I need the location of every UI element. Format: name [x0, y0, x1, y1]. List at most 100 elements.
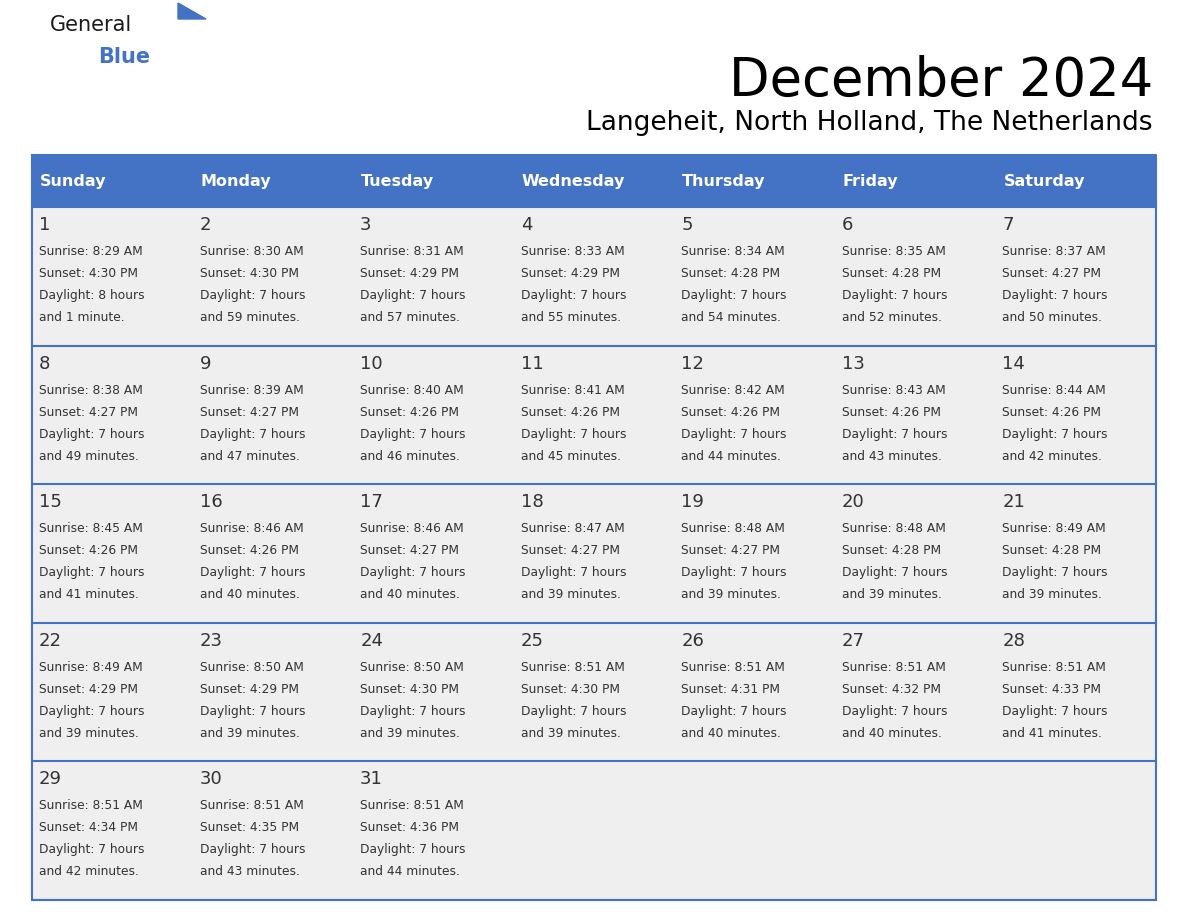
- Text: Sunset: 4:31 PM: Sunset: 4:31 PM: [681, 683, 781, 696]
- Bar: [353, 484, 513, 622]
- Text: Sunset: 4:27 PM: Sunset: 4:27 PM: [39, 406, 138, 419]
- Text: Sunset: 4:27 PM: Sunset: 4:27 PM: [520, 544, 620, 557]
- Text: Sunrise: 8:44 AM: Sunrise: 8:44 AM: [1003, 384, 1106, 397]
- Text: 25: 25: [520, 632, 544, 650]
- Bar: [996, 155, 1156, 207]
- Text: 4: 4: [520, 216, 532, 234]
- Text: Sunrise: 8:33 AM: Sunrise: 8:33 AM: [520, 245, 625, 258]
- Text: Sunrise: 8:48 AM: Sunrise: 8:48 AM: [681, 522, 785, 535]
- Text: Sunset: 4:26 PM: Sunset: 4:26 PM: [360, 406, 459, 419]
- Text: and 39 minutes.: and 39 minutes.: [39, 727, 139, 740]
- Bar: [996, 484, 1156, 622]
- Text: Sunrise: 8:51 AM: Sunrise: 8:51 AM: [39, 800, 143, 812]
- Text: Sunrise: 8:49 AM: Sunrise: 8:49 AM: [1003, 522, 1106, 535]
- Text: Daylight: 7 hours: Daylight: 7 hours: [681, 566, 786, 579]
- Text: Daylight: 7 hours: Daylight: 7 hours: [681, 428, 786, 441]
- Text: General: General: [50, 15, 132, 35]
- Polygon shape: [178, 3, 206, 19]
- Text: Sunset: 4:27 PM: Sunset: 4:27 PM: [360, 544, 459, 557]
- Text: and 41 minutes.: and 41 minutes.: [1003, 727, 1102, 740]
- Text: Sunrise: 8:46 AM: Sunrise: 8:46 AM: [360, 522, 463, 535]
- Bar: [675, 345, 835, 484]
- Text: Sunrise: 8:34 AM: Sunrise: 8:34 AM: [681, 245, 785, 258]
- Text: 12: 12: [681, 354, 704, 373]
- Text: Daylight: 7 hours: Daylight: 7 hours: [39, 844, 145, 856]
- Text: and 59 minutes.: and 59 minutes.: [200, 311, 299, 324]
- Text: and 44 minutes.: and 44 minutes.: [360, 866, 460, 879]
- Bar: [192, 761, 353, 900]
- Text: 17: 17: [360, 493, 383, 511]
- Bar: [32, 345, 192, 484]
- Text: 6: 6: [842, 216, 853, 234]
- Text: and 40 minutes.: and 40 minutes.: [360, 588, 460, 601]
- Text: Sunset: 4:30 PM: Sunset: 4:30 PM: [520, 683, 620, 696]
- Text: Sunrise: 8:43 AM: Sunrise: 8:43 AM: [842, 384, 946, 397]
- Text: 11: 11: [520, 354, 543, 373]
- Text: Daylight: 7 hours: Daylight: 7 hours: [520, 289, 626, 302]
- Text: Sunrise: 8:51 AM: Sunrise: 8:51 AM: [842, 661, 946, 674]
- Text: and 47 minutes.: and 47 minutes.: [200, 450, 299, 463]
- Text: Daylight: 7 hours: Daylight: 7 hours: [1003, 566, 1108, 579]
- Text: 14: 14: [1003, 354, 1025, 373]
- Bar: [513, 345, 675, 484]
- Bar: [192, 345, 353, 484]
- Bar: [32, 622, 192, 761]
- Text: Sunset: 4:26 PM: Sunset: 4:26 PM: [520, 406, 620, 419]
- Text: and 42 minutes.: and 42 minutes.: [1003, 450, 1102, 463]
- Text: Sunrise: 8:47 AM: Sunrise: 8:47 AM: [520, 522, 625, 535]
- Text: and 40 minutes.: and 40 minutes.: [842, 727, 942, 740]
- Text: Sunset: 4:29 PM: Sunset: 4:29 PM: [39, 683, 138, 696]
- Text: and 45 minutes.: and 45 minutes.: [520, 450, 620, 463]
- Text: Sunset: 4:26 PM: Sunset: 4:26 PM: [1003, 406, 1101, 419]
- Text: Thursday: Thursday: [682, 174, 766, 188]
- Text: 19: 19: [681, 493, 704, 511]
- Text: 29: 29: [39, 770, 62, 789]
- Text: Sunset: 4:33 PM: Sunset: 4:33 PM: [1003, 683, 1101, 696]
- Text: Sunrise: 8:29 AM: Sunrise: 8:29 AM: [39, 245, 143, 258]
- Bar: [835, 622, 996, 761]
- Bar: [513, 761, 675, 900]
- Text: Sunset: 4:28 PM: Sunset: 4:28 PM: [842, 267, 941, 280]
- Text: 23: 23: [200, 632, 222, 650]
- Text: Sunrise: 8:50 AM: Sunrise: 8:50 AM: [200, 661, 303, 674]
- Text: Daylight: 7 hours: Daylight: 7 hours: [39, 428, 145, 441]
- Text: Sunset: 4:28 PM: Sunset: 4:28 PM: [842, 544, 941, 557]
- Text: Saturday: Saturday: [1004, 174, 1085, 188]
- Text: Daylight: 7 hours: Daylight: 7 hours: [520, 428, 626, 441]
- Text: 27: 27: [842, 632, 865, 650]
- Text: 18: 18: [520, 493, 543, 511]
- Text: Sunrise: 8:39 AM: Sunrise: 8:39 AM: [200, 384, 303, 397]
- Text: Sunset: 4:30 PM: Sunset: 4:30 PM: [360, 683, 459, 696]
- Text: Sunset: 4:26 PM: Sunset: 4:26 PM: [39, 544, 138, 557]
- Text: Daylight: 7 hours: Daylight: 7 hours: [200, 289, 305, 302]
- Bar: [353, 345, 513, 484]
- Text: and 55 minutes.: and 55 minutes.: [520, 311, 621, 324]
- Text: Daylight: 7 hours: Daylight: 7 hours: [681, 289, 786, 302]
- Text: Daylight: 7 hours: Daylight: 7 hours: [842, 566, 947, 579]
- Text: Daylight: 7 hours: Daylight: 7 hours: [200, 428, 305, 441]
- Text: Sunset: 4:26 PM: Sunset: 4:26 PM: [842, 406, 941, 419]
- Text: Sunrise: 8:40 AM: Sunrise: 8:40 AM: [360, 384, 463, 397]
- Text: Sunset: 4:28 PM: Sunset: 4:28 PM: [681, 267, 781, 280]
- Text: Sunrise: 8:51 AM: Sunrise: 8:51 AM: [200, 800, 303, 812]
- Text: 26: 26: [681, 632, 704, 650]
- Text: Sunset: 4:27 PM: Sunset: 4:27 PM: [200, 406, 298, 419]
- Text: Wednesday: Wednesday: [522, 174, 625, 188]
- Text: and 46 minutes.: and 46 minutes.: [360, 450, 460, 463]
- Text: Friday: Friday: [842, 174, 898, 188]
- Bar: [675, 761, 835, 900]
- Text: 20: 20: [842, 493, 865, 511]
- Text: Daylight: 7 hours: Daylight: 7 hours: [360, 428, 466, 441]
- Text: and 39 minutes.: and 39 minutes.: [842, 588, 942, 601]
- Bar: [353, 622, 513, 761]
- Text: Sunset: 4:29 PM: Sunset: 4:29 PM: [200, 683, 298, 696]
- Bar: [513, 207, 675, 345]
- Text: Sunrise: 8:35 AM: Sunrise: 8:35 AM: [842, 245, 946, 258]
- Text: 7: 7: [1003, 216, 1013, 234]
- Text: and 39 minutes.: and 39 minutes.: [681, 588, 782, 601]
- Text: Sunset: 4:32 PM: Sunset: 4:32 PM: [842, 683, 941, 696]
- Bar: [675, 155, 835, 207]
- Text: 1: 1: [39, 216, 50, 234]
- Text: and 39 minutes.: and 39 minutes.: [1003, 588, 1102, 601]
- Text: Daylight: 7 hours: Daylight: 7 hours: [360, 844, 466, 856]
